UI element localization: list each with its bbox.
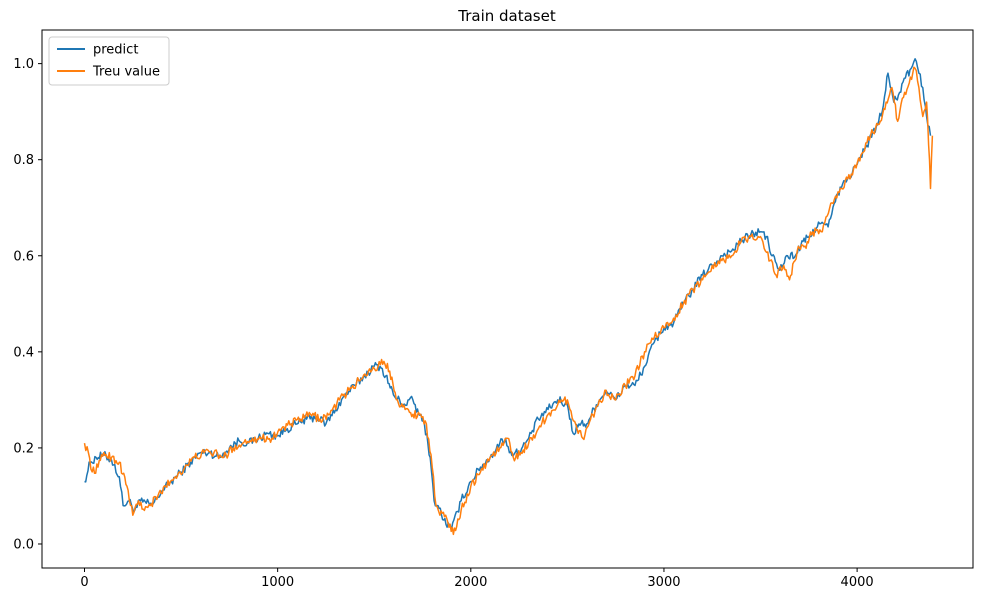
y-tick-label: 0.4: [13, 345, 34, 360]
y-tick-label: 1.0: [13, 57, 34, 72]
y-tick-label: 0.6: [13, 249, 34, 264]
x-tick-label: 4000: [841, 575, 874, 590]
axis-layer: 0 1000 2000 3000 4000 0.0 0.2 0.4 0.6 0.8 1.0: [13, 57, 873, 590]
x-tick-label: 3000: [647, 575, 680, 590]
x-tick-label: 1000: [261, 575, 294, 590]
legend-label-2: Treu value: [92, 65, 160, 80]
series-line-2: [83, 66, 934, 536]
x-tick-label: 0: [80, 575, 88, 590]
plot-frame: [41, 29, 974, 569]
y-tick-label: 0.8: [13, 153, 34, 168]
plot-area: [42, 30, 973, 568]
y-tick-label: 0.2: [13, 441, 34, 456]
x-tick-label: 2000: [454, 575, 487, 590]
series-layer: [83, 58, 934, 536]
legend-label-1: predict: [93, 43, 138, 58]
legend: predict Treu value: [48, 36, 170, 86]
y-tick-label: 0.0: [13, 537, 34, 552]
chart-title: Train dataset: [457, 7, 556, 25]
